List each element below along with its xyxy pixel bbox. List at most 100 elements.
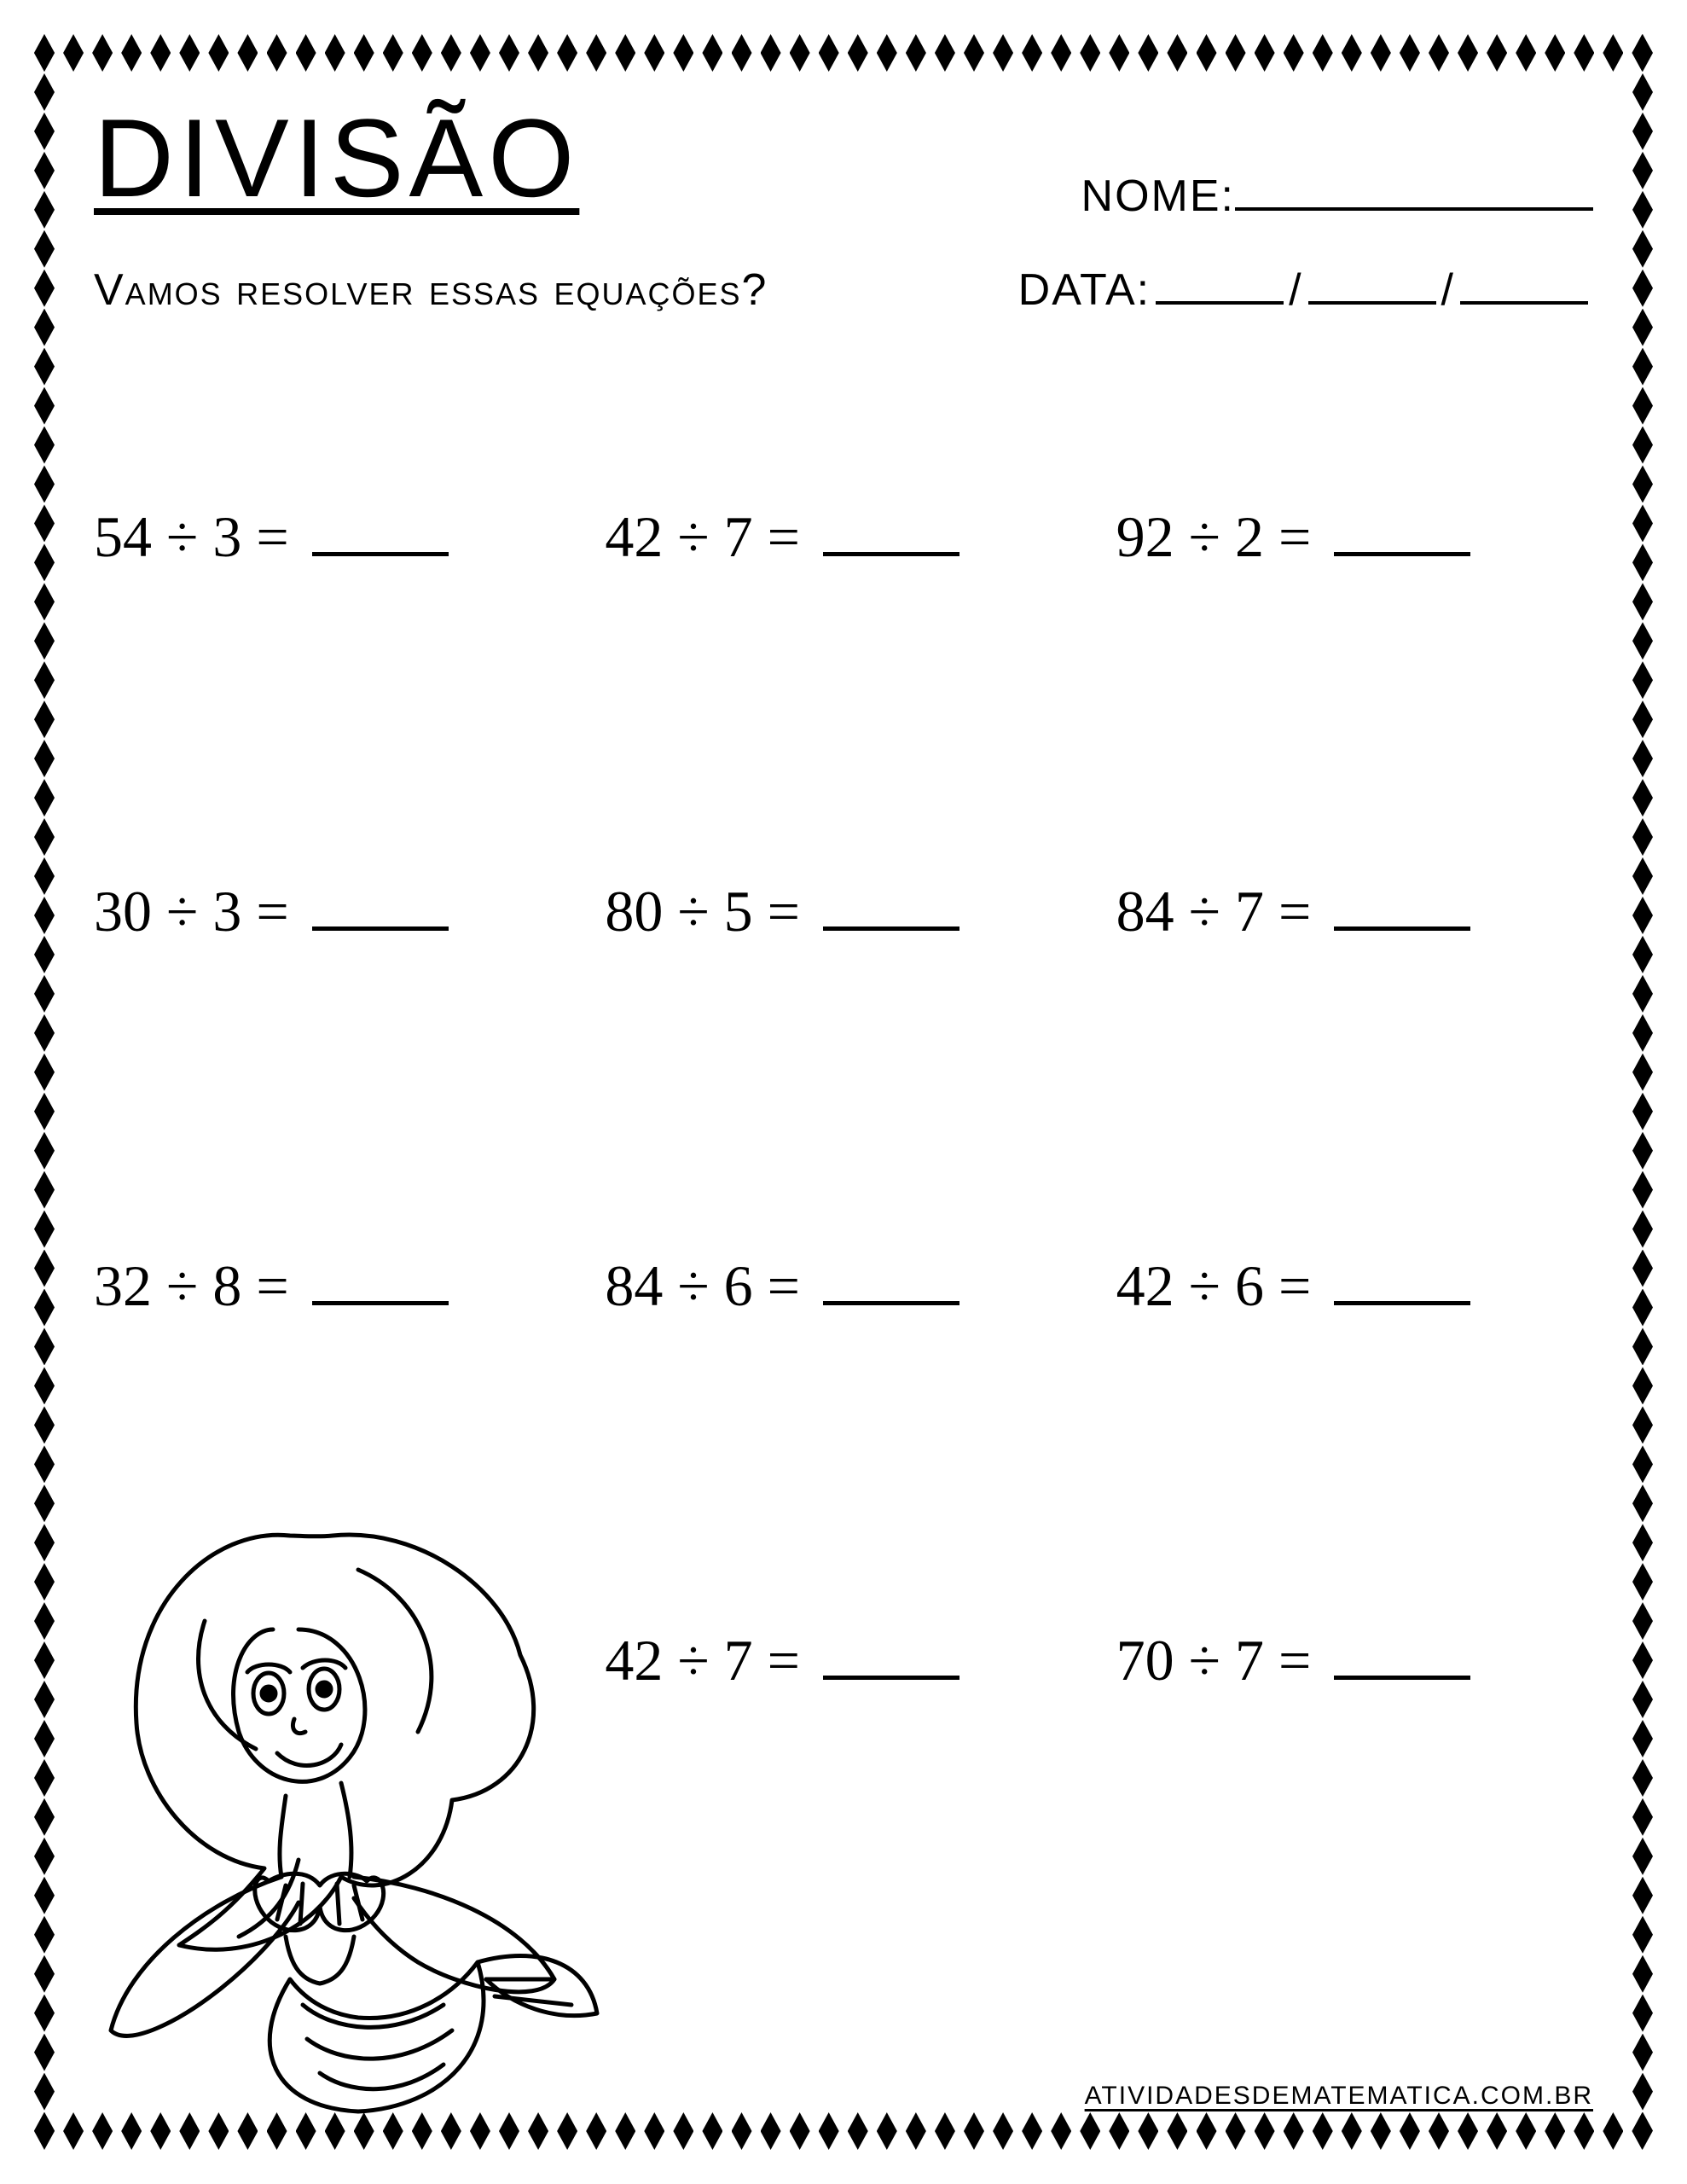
border-diamond: [34, 309, 55, 346]
border-diamond: [1080, 2112, 1100, 2150]
border-diamond: [34, 1093, 55, 1130]
border-diamond: [1458, 2112, 1478, 2150]
border-diamond: [34, 34, 55, 72]
border-diamond: [1632, 818, 1653, 856]
divisor: 7: [1235, 879, 1264, 944]
division-problem: 42 ÷ 7 =: [605, 1627, 1081, 1694]
date-blank-day[interactable]: [1156, 264, 1284, 305]
border-diamond: [1313, 34, 1333, 72]
border-diamond: [34, 1838, 55, 1875]
border-diamond: [644, 2112, 664, 2150]
border-diamond: [1167, 2112, 1187, 2150]
answer-blank[interactable]: [823, 881, 959, 931]
border-diamond: [34, 1759, 55, 1797]
border-diamond: [1632, 1445, 1653, 1483]
border-diamond: [1632, 427, 1653, 464]
border-diamond: [34, 779, 55, 816]
border-diamond: [1632, 1406, 1653, 1443]
border-diamond: [34, 936, 55, 973]
answer-blank[interactable]: [1334, 1630, 1470, 1680]
date-field[interactable]: DATA://: [1018, 264, 1593, 316]
border-diamond: [1138, 2112, 1158, 2150]
border-diamond: [1109, 2112, 1129, 2150]
footer-link[interactable]: ATIVIDADESDEMATEMATICA.COM.BR: [1085, 2082, 1593, 2111]
divisor: 2: [1235, 504, 1264, 569]
date-blank-month[interactable]: [1308, 264, 1436, 305]
border-diamond: [1255, 34, 1275, 72]
border-diamond: [1632, 1524, 1653, 1561]
border-diamond: [1632, 897, 1653, 934]
name-field[interactable]: NOME:: [1081, 171, 1593, 222]
border-diamond: [1632, 270, 1653, 307]
border-diamond: [34, 2112, 55, 2150]
division-problem: 42 ÷ 7 =: [605, 503, 1081, 571]
border-diamond: [34, 1132, 55, 1170]
answer-blank[interactable]: [823, 1630, 959, 1680]
border-diamond: [1632, 1171, 1653, 1209]
border-diamond: [34, 152, 55, 189]
border-diamond: [34, 622, 55, 659]
border-diamond: [354, 34, 374, 72]
date-blank-year[interactable]: [1460, 264, 1588, 305]
answer-blank[interactable]: [312, 881, 449, 931]
border-diamond: [1022, 2112, 1042, 2150]
header-row: DIVISÃO NOME:: [94, 94, 1593, 222]
border-diamond: [34, 1681, 55, 1718]
border-diamond: [1632, 1916, 1653, 1954]
border-diamond: [150, 2112, 171, 2150]
border-diamond: [964, 34, 984, 72]
border-diamond: [63, 2112, 84, 2150]
divisor: 7: [724, 504, 753, 569]
border-diamond: [1487, 2112, 1507, 2150]
answer-blank[interactable]: [1334, 881, 1470, 931]
border-diamond: [1632, 1955, 1653, 1993]
border-diamond: [1632, 2073, 1653, 2111]
border-diamond: [325, 2112, 345, 2150]
border-diamond: [1197, 2112, 1217, 2150]
border-diamond: [34, 387, 55, 425]
border-diamond: [34, 543, 55, 581]
answer-blank[interactable]: [312, 1256, 449, 1305]
answer-blank[interactable]: [1334, 1256, 1470, 1305]
border-diamond: [1516, 34, 1536, 72]
border-diamond: [34, 1995, 55, 2032]
date-label: DATA:: [1018, 265, 1151, 315]
border-diamond: [412, 2112, 432, 2150]
border-diamond: [34, 897, 55, 934]
dividend: 80: [605, 879, 663, 944]
border-diamond: [993, 2112, 1013, 2150]
answer-blank[interactable]: [1334, 507, 1470, 556]
border-diamond: [1632, 387, 1653, 425]
border-diamond: [848, 34, 868, 72]
border-diamond: [92, 2112, 113, 2150]
name-blank[interactable]: [1235, 171, 1593, 211]
border-diamond: [615, 34, 635, 72]
border-diamond: [1632, 348, 1653, 386]
border-diamond: [1632, 1014, 1653, 1052]
name-label: NOME:: [1081, 171, 1235, 221]
border-diamond: [34, 661, 55, 699]
border-diamond: [964, 2112, 984, 2150]
border-diamond: [1284, 34, 1304, 72]
dividend: 54: [94, 504, 152, 569]
border-diamond: [673, 34, 693, 72]
border-diamond: [557, 34, 577, 72]
border-diamond: [1197, 34, 1217, 72]
subtitle-row: Vamos resolver essas equações? DATA://: [94, 264, 1593, 316]
border-diamond: [732, 2112, 752, 2150]
answer-blank[interactable]: [823, 1256, 959, 1305]
divisor: 6: [724, 1253, 753, 1318]
mermaid-illustration: [77, 1502, 606, 2116]
border-diamond: [1632, 700, 1653, 738]
border-diamond: [1603, 2112, 1623, 2150]
border-diamond: [267, 34, 287, 72]
dividend: 42: [605, 1628, 663, 1693]
border-diamond: [1138, 34, 1158, 72]
answer-blank[interactable]: [823, 507, 959, 556]
border-diamond: [1632, 34, 1653, 72]
border-diamond: [63, 34, 84, 72]
dividend: 84: [1116, 879, 1174, 944]
border-diamond: [1632, 2112, 1653, 2150]
answer-blank[interactable]: [312, 507, 449, 556]
border-diamond: [790, 2112, 810, 2150]
